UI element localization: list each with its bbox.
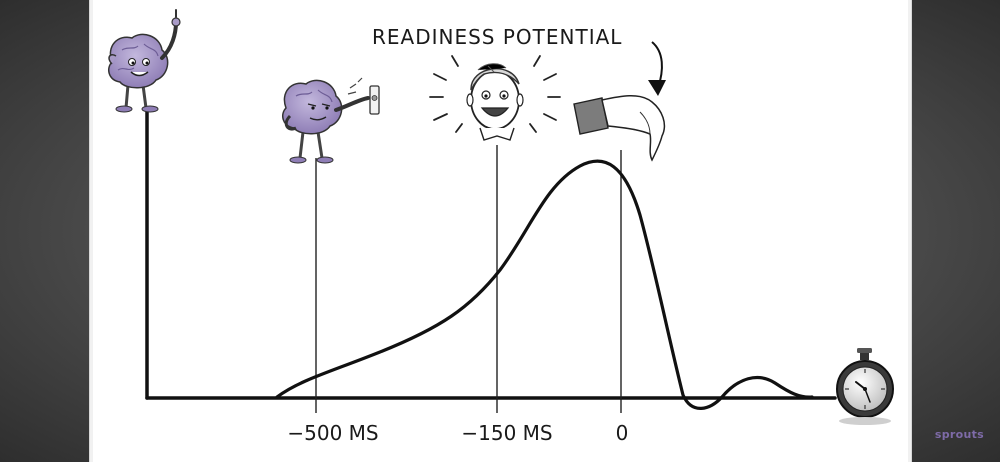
down-arrow-icon [648, 41, 666, 96]
tick-label-minus-500: −500 MS [287, 421, 379, 445]
surprised-man-icon [429, 55, 561, 141]
tick-label-zero: 0 [615, 421, 629, 445]
diagram-title: READINESS POTENTIAL [372, 25, 623, 49]
brain-idea-icon [107, 9, 181, 113]
stopwatch-icon [836, 348, 894, 425]
tick-label-minus-150: −150 MS [461, 421, 553, 445]
pointing-hand-icon [573, 95, 666, 162]
brand-watermark: sprouts [934, 428, 984, 441]
panel-border-left [90, 0, 93, 462]
readiness-potential-curve [275, 159, 814, 410]
brain-doorbell-icon [281, 77, 380, 164]
panel-border-right [908, 0, 911, 462]
